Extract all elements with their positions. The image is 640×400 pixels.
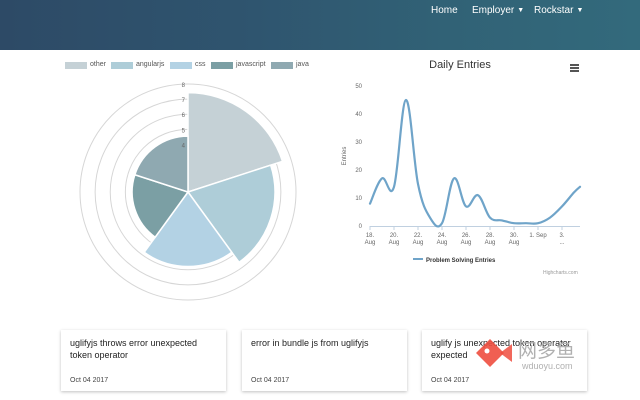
entry-card-date: Oct 04 2017 bbox=[431, 377, 470, 384]
x-tick-label-sub: Aug bbox=[389, 240, 400, 246]
watermark: 网多鱼 wduoyu.com bbox=[470, 330, 600, 376]
chart-menu-icon[interactable] bbox=[570, 64, 579, 72]
y-axis-title: Entries bbox=[342, 147, 348, 166]
polar-tick-label: 7 bbox=[182, 98, 186, 104]
x-tick-label-sub: Aug bbox=[437, 240, 448, 246]
legend-label: angularjs bbox=[136, 61, 165, 68]
y-tick-label: 50 bbox=[355, 84, 362, 90]
nav-employer-dropdown[interactable]: Employer ▼ bbox=[472, 5, 524, 16]
line-chart-title: Daily Entries bbox=[429, 59, 491, 71]
x-tick-label-sub: Aug bbox=[485, 240, 496, 246]
series-line-problem-solving-entries bbox=[368, 98, 582, 228]
polar-tick-label: 6 bbox=[182, 113, 186, 119]
entry-card-title: uglifyjs throws error unexpected token o… bbox=[70, 338, 198, 360]
polar-wedge-javascript bbox=[131, 173, 190, 239]
line-chart-legend[interactable]: Problem Solving Entries bbox=[413, 258, 495, 264]
watermark-url: wduoyu.com bbox=[522, 361, 573, 371]
legend-swatch bbox=[65, 62, 87, 69]
polar-grid-ring bbox=[79, 83, 297, 301]
nav-rockstar-label: Rockstar bbox=[534, 5, 574, 16]
y-tick-label: 20 bbox=[355, 168, 362, 174]
polar-wedge-angularjs bbox=[186, 164, 276, 264]
legend-swatch bbox=[271, 62, 293, 69]
highcharts-credits-link[interactable]: Highcharts.com bbox=[543, 270, 578, 276]
x-tick-label: 28. bbox=[486, 233, 495, 239]
x-tick-label-sub: ... bbox=[559, 240, 564, 246]
entry-card[interactable]: uglifyjs throws error unexpected token o… bbox=[61, 330, 226, 391]
x-tick-label: 22. bbox=[414, 233, 423, 239]
x-tick-label-sub: Aug bbox=[461, 240, 472, 246]
top-navbar: Home Employer ▼ Rockstar ▼ bbox=[0, 0, 640, 50]
polar-tick-label: 8 bbox=[182, 83, 186, 89]
x-tick-label-sub: Aug bbox=[365, 240, 376, 246]
legend-series-name: Problem Solving Entries bbox=[426, 258, 496, 264]
polar-wedge-java bbox=[133, 135, 189, 194]
entry-card-date: Oct 04 2017 bbox=[251, 377, 290, 384]
polar-tick-label: 4 bbox=[182, 143, 186, 149]
nav-home-link[interactable]: Home bbox=[431, 5, 458, 16]
legend-line-swatch bbox=[413, 258, 423, 260]
entry-card-date: Oct 04 2017 bbox=[70, 377, 109, 384]
x-tick-label-sub: Aug bbox=[413, 240, 424, 246]
legend-swatch bbox=[111, 62, 133, 69]
legend-swatch bbox=[170, 62, 192, 69]
x-tick-label: 30. bbox=[510, 233, 519, 239]
x-tick-label: 24. bbox=[438, 233, 447, 239]
fish-logo-icon bbox=[476, 339, 512, 367]
y-tick-label: 10 bbox=[355, 196, 362, 202]
y-tick-label: 0 bbox=[359, 224, 363, 230]
x-tick-label: 3. bbox=[559, 233, 564, 239]
entry-card[interactable]: uglify js unexpected token operator expe… bbox=[422, 330, 587, 391]
x-tick-label: 20. bbox=[390, 233, 399, 239]
x-tick-label-sub: Aug bbox=[509, 240, 520, 246]
nav-employer-label: Employer bbox=[472, 5, 515, 16]
polar-wedge-css bbox=[143, 190, 233, 268]
polar-tick-label: 5 bbox=[182, 128, 186, 134]
entry-card[interactable]: error in bundle js from uglifyjs Oct 04 … bbox=[242, 330, 407, 391]
x-tick-label: 1. Sep bbox=[529, 233, 547, 239]
caret-down-icon: ▼ bbox=[517, 7, 525, 14]
x-tick-label: 18. bbox=[366, 233, 375, 239]
legend-label: other bbox=[90, 61, 106, 68]
y-tick-label: 30 bbox=[355, 140, 362, 146]
y-tick-label: 40 bbox=[355, 112, 362, 118]
caret-down-icon: ▼ bbox=[576, 7, 584, 14]
legend-label: javascript bbox=[236, 61, 266, 68]
watermark-text: 网多鱼 bbox=[518, 341, 576, 362]
entry-card-title: uglify js unexpected token operator expe… bbox=[431, 338, 571, 360]
entry-card-title: error in bundle js from uglifyjs bbox=[251, 338, 369, 348]
nav-rockstar-dropdown[interactable]: Rockstar ▼ bbox=[534, 5, 583, 16]
x-tick-label: 26. bbox=[462, 233, 471, 239]
legend-label: css bbox=[195, 61, 206, 68]
legend-label: java bbox=[296, 61, 309, 68]
polar-wedge-other bbox=[187, 91, 284, 194]
legend-swatch bbox=[211, 62, 233, 69]
